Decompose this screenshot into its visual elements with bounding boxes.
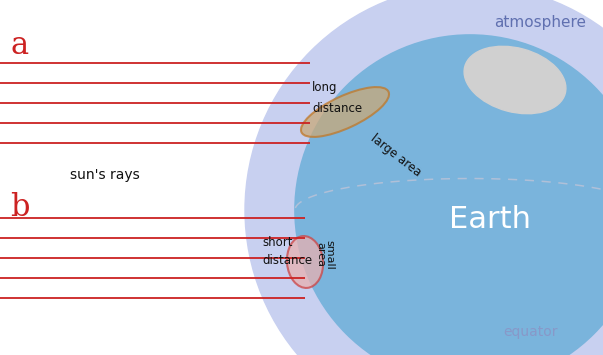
Ellipse shape <box>464 46 566 114</box>
Text: distance: distance <box>262 253 312 267</box>
Text: b: b <box>10 191 30 223</box>
Text: long: long <box>312 82 338 94</box>
Text: atmosphere: atmosphere <box>494 15 586 29</box>
Text: small
area: small area <box>315 240 335 270</box>
Circle shape <box>295 35 603 355</box>
Text: sun's rays: sun's rays <box>70 168 140 182</box>
Text: a: a <box>10 31 28 61</box>
Circle shape <box>245 0 603 355</box>
Text: short: short <box>262 235 292 248</box>
Text: Earth: Earth <box>449 206 531 235</box>
Text: equator: equator <box>503 325 557 339</box>
Text: distance: distance <box>312 102 362 115</box>
Ellipse shape <box>287 236 323 288</box>
Text: large area: large area <box>368 131 423 179</box>
Ellipse shape <box>301 87 389 137</box>
